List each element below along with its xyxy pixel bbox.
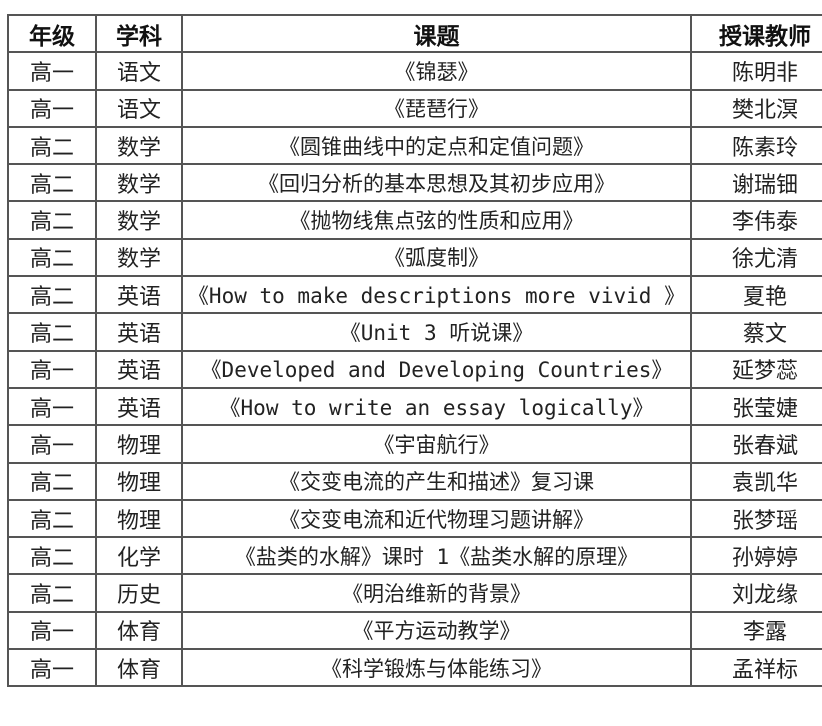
table-row: 高一 语文 《琵琶行》 樊北溟 xyxy=(7,88,822,128)
topic-cell: 《琵琶行》 xyxy=(181,88,692,128)
grade-cell: 高一 xyxy=(7,88,97,128)
table-row: 高二 数学 《弧度制》 徐尤清 xyxy=(7,237,822,278)
topic-cell: 《弧度制》 xyxy=(181,237,692,278)
grade-cell: 高一 xyxy=(7,424,97,464)
header-teacher: 授课教师 xyxy=(690,13,822,54)
table-row: 高一 体育 《科学锻炼与体能练习》 孟祥标 xyxy=(7,648,822,688)
teacher-cell: 李伟泰 xyxy=(690,200,822,240)
header-topic: 课题 xyxy=(181,13,692,54)
subject-cell: 化学 xyxy=(95,536,183,576)
subject-cell: 体育 xyxy=(95,610,183,651)
grade-cell: 高一 xyxy=(7,610,97,651)
topic-cell: 《锦瑟》 xyxy=(181,51,692,91)
subject-cell: 数学 xyxy=(95,163,183,203)
teacher-cell: 夏艳 xyxy=(690,275,822,315)
subject-cell: 数学 xyxy=(95,237,183,278)
subject-cell: 物理 xyxy=(95,498,183,539)
teacher-cell: 蔡文 xyxy=(690,312,822,352)
table-row: 高一 英语 《Developed and Developing Countries》… xyxy=(7,349,822,389)
subject-cell: 数学 xyxy=(95,125,183,166)
subject-cell: 英语 xyxy=(95,312,183,352)
grade-cell: 高一 xyxy=(7,386,97,427)
topic-cell: 《Unit 3 听说课》 xyxy=(181,312,692,352)
table-row: 高一 语文 《锦瑟》 陈明非 xyxy=(7,51,822,91)
grade-cell: 高一 xyxy=(7,51,97,91)
teacher-cell: 袁凯华 xyxy=(690,461,822,501)
table-row: 高二 数学 《圆锥曲线中的定点和定值问题》 陈素玲 xyxy=(7,125,822,166)
grade-cell: 高二 xyxy=(7,237,97,278)
grade-cell: 高一 xyxy=(7,349,97,389)
table-row: 高二 数学 《回归分析的基本思想及其初步应用》 谢瑞钿 xyxy=(7,163,822,203)
grade-cell: 高二 xyxy=(7,573,97,613)
teacher-cell: 陈明非 xyxy=(690,51,822,91)
grade-cell: 高二 xyxy=(7,275,97,315)
grade-cell: 高二 xyxy=(7,163,97,203)
topic-cell: 《How to make descriptions more vivid 》 xyxy=(181,275,692,315)
subject-cell: 英语 xyxy=(95,386,183,427)
teacher-cell: 孙婷婷 xyxy=(690,536,822,576)
topic-cell: 《交变电流和近代物理习题讲解》 xyxy=(181,498,692,539)
teacher-cell: 刘龙缘 xyxy=(690,573,822,613)
subject-cell: 英语 xyxy=(95,349,183,389)
subject-cell: 英语 xyxy=(95,275,183,315)
grade-cell: 高一 xyxy=(7,648,97,688)
topic-cell: 《盐类的水解》课时 1《盐类水解的原理》 xyxy=(181,536,692,576)
grade-cell: 高二 xyxy=(7,498,97,539)
grade-cell: 高二 xyxy=(7,200,97,240)
grade-cell: 高二 xyxy=(7,461,97,501)
teacher-cell: 孟祥标 xyxy=(690,648,822,688)
subject-cell: 语文 xyxy=(95,51,183,91)
course-table: 年级 学科 课题 授课教师 高一 语文 《锦瑟》 陈明非 高一 语文 《琵琶行》 樊北溟 高二数… xyxy=(7,13,822,688)
subject-cell: 语文 xyxy=(95,88,183,128)
header-grade: 年级 xyxy=(7,13,97,54)
topic-cell: 《宇宙航行》 xyxy=(181,424,692,464)
grade-cell: 高二 xyxy=(7,312,97,352)
subject-cell: 体育 xyxy=(95,648,183,688)
table-row: 高二 数学 《抛物线焦点弦的性质和应用》 李伟泰 xyxy=(7,200,822,240)
topic-cell: 《平方运动教学》 xyxy=(181,610,692,651)
topic-cell: 《How to write an essay logically》 xyxy=(181,386,692,427)
topic-cell: 《明治维新的背景》 xyxy=(181,573,692,613)
table-row: 高一 体育 《平方运动教学》 李露 xyxy=(7,610,822,651)
table-row: 高二 物理 《交变电流的产生和描述》复习课 袁凯华 xyxy=(7,461,822,501)
table-row: 高一 英语 《How to write an essay logically》 张莹婕 xyxy=(7,386,822,427)
table-row: 高一 物理 《宇宙航行》 张春斌 xyxy=(7,424,822,464)
header-subject: 学科 xyxy=(95,13,183,54)
topic-cell: 《圆锥曲线中的定点和定值问题》 xyxy=(181,125,692,166)
teacher-cell: 张春斌 xyxy=(690,424,822,464)
table-row: 高二 英语 《Unit 3 听说课》 蔡文 xyxy=(7,312,822,352)
teacher-cell: 李露 xyxy=(690,610,822,651)
subject-cell: 物理 xyxy=(95,461,183,501)
topic-cell: 《回归分析的基本思想及其初步应用》 xyxy=(181,163,692,203)
teacher-cell: 樊北溟 xyxy=(690,88,822,128)
table-row: 高二 物理 《交变电流和近代物理习题讲解》 张梦瑶 xyxy=(7,498,822,539)
subject-cell: 历史 xyxy=(95,573,183,613)
header-row: 年级 学科 课题 授课教师 xyxy=(7,13,822,54)
teacher-cell: 张莹婕 xyxy=(690,386,822,427)
teacher-cell: 谢瑞钿 xyxy=(690,163,822,203)
subject-cell: 数学 xyxy=(95,200,183,240)
table-row: 高二 历史 《明治维新的背景》 刘龙缘 xyxy=(7,573,822,613)
teacher-cell: 张梦瑶 xyxy=(690,498,822,539)
grade-cell: 高二 xyxy=(7,125,97,166)
table-row: 高二 英语 《How to make descriptions more vivid… xyxy=(7,275,822,315)
grade-cell: 高二 xyxy=(7,536,97,576)
topic-cell: 《科学锻炼与体能练习》 xyxy=(181,648,692,688)
topic-cell: 《Developed and Developing Countries》 xyxy=(181,349,692,389)
teacher-cell: 陈素玲 xyxy=(690,125,822,166)
teacher-cell: 延梦蕊 xyxy=(690,349,822,389)
table-row: 高二 化学 《盐类的水解》课时 1《盐类水解的原理》 孙婷婷 xyxy=(7,536,822,576)
teacher-cell: 徐尤清 xyxy=(690,237,822,278)
topic-cell: 《交变电流的产生和描述》复习课 xyxy=(181,461,692,501)
topic-cell: 《抛物线焦点弦的性质和应用》 xyxy=(181,200,692,240)
subject-cell: 物理 xyxy=(95,424,183,464)
